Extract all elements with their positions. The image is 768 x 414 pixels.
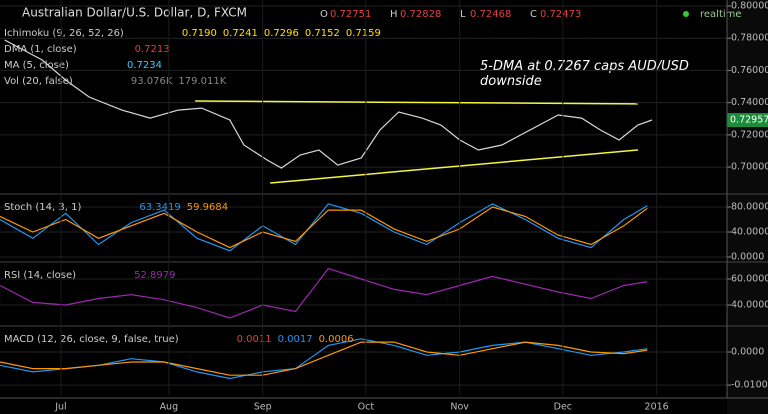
indicator-value: 52.8979 [134, 270, 175, 281]
trendline [270, 149, 638, 184]
realtime: realtime [700, 9, 742, 20]
indicator-value: 0.7152 [305, 28, 340, 39]
y-tick-label: 0.0000 [731, 252, 764, 263]
y-tick-label: 40.0000 [731, 227, 768, 238]
annotation: 5-DMA at 0.7267 caps AUD/USD downside [480, 59, 689, 89]
y-tick-label: 0.72000 [731, 129, 768, 140]
series-line [0, 338, 648, 380]
ohlc-value: 0.72751 [330, 9, 371, 20]
price-axis-bg [727, 0, 768, 414]
x-tick-label: Sep [254, 402, 272, 413]
y-tick-label: 60.0000 [731, 273, 768, 284]
y-tick-label: 0.70000 [731, 162, 768, 173]
indicator-value: 0.7190 [182, 28, 217, 39]
indicator-value: 179.011K [178, 76, 226, 87]
indicator-label: RSI (14, close) [4, 270, 76, 281]
indicator-label: DMA (1, close) [4, 44, 77, 55]
indicator-label: Vol (20, false) [4, 76, 73, 87]
series-line [0, 203, 648, 252]
series-line [0, 267, 648, 319]
last-price-box [727, 113, 768, 128]
ohlc-key: O [320, 9, 328, 20]
y-tick-label: 0.76000 [731, 65, 768, 76]
x-tick-label: Aug [160, 402, 179, 413]
indicator-label: MA (5, close) [4, 60, 69, 71]
x-tick-label: Dec [554, 402, 572, 413]
series-line [0, 341, 648, 376]
y-tick-label: 40.0000 [731, 299, 768, 310]
series-line [0, 206, 648, 249]
indicator-label: Ichimoku (9, 26, 52, 26) [4, 28, 124, 39]
indicator-value: 63.3419 [139, 202, 180, 213]
indicator-value: 0.0006 [319, 334, 354, 345]
x-tick-label: Oct [358, 402, 375, 413]
x-tick-label: Nov [450, 402, 469, 413]
indicator-value: 0.0017 [278, 334, 313, 345]
indicator-value: 59.9684 [187, 202, 228, 213]
ohlc-value: 0.72828 [400, 9, 441, 20]
indicator-value: 0.7213 [135, 44, 170, 55]
y-tick-label: 80.0000 [731, 202, 768, 213]
trendline [195, 100, 638, 105]
series-line [4, 39, 653, 169]
ohlc-key: C [530, 9, 537, 20]
last-price-label: 0.72957 [730, 115, 768, 126]
indicator-value: 0.7159 [346, 28, 381, 39]
indicator-value: 0.7241 [223, 28, 258, 39]
x-tick-label: Jul [54, 402, 66, 413]
y-tick-label: 0.74000 [731, 97, 768, 108]
ohlc-value: 0.72468 [470, 9, 511, 20]
indicator-value: 0.0011 [237, 334, 272, 345]
realtime-dot [683, 11, 689, 17]
y-tick-label: -0.0100 [731, 380, 768, 391]
y-tick-label: 0.0000 [731, 347, 764, 358]
indicator-label: Stoch (14, 3, 1) [4, 202, 81, 213]
y-tick-label: 0.80000 [731, 1, 768, 12]
chart-title: Australian Dollar/U.S. Dollar, D, FXCM [22, 6, 247, 20]
ohlc-key: H [390, 9, 398, 20]
indicator-label: MACD (12, 26, close, 9, false, true) [4, 334, 179, 345]
indicator-value: 0.7296 [264, 28, 299, 39]
indicator-value: 0.7234 [127, 60, 162, 71]
ohlc-key: L [460, 9, 466, 20]
ohlc-value: 0.72473 [540, 9, 581, 20]
y-tick-label: 0.78000 [731, 33, 768, 44]
indicator-value: 93.076K [131, 76, 173, 87]
x-tick-label: 2016 [645, 402, 669, 413]
